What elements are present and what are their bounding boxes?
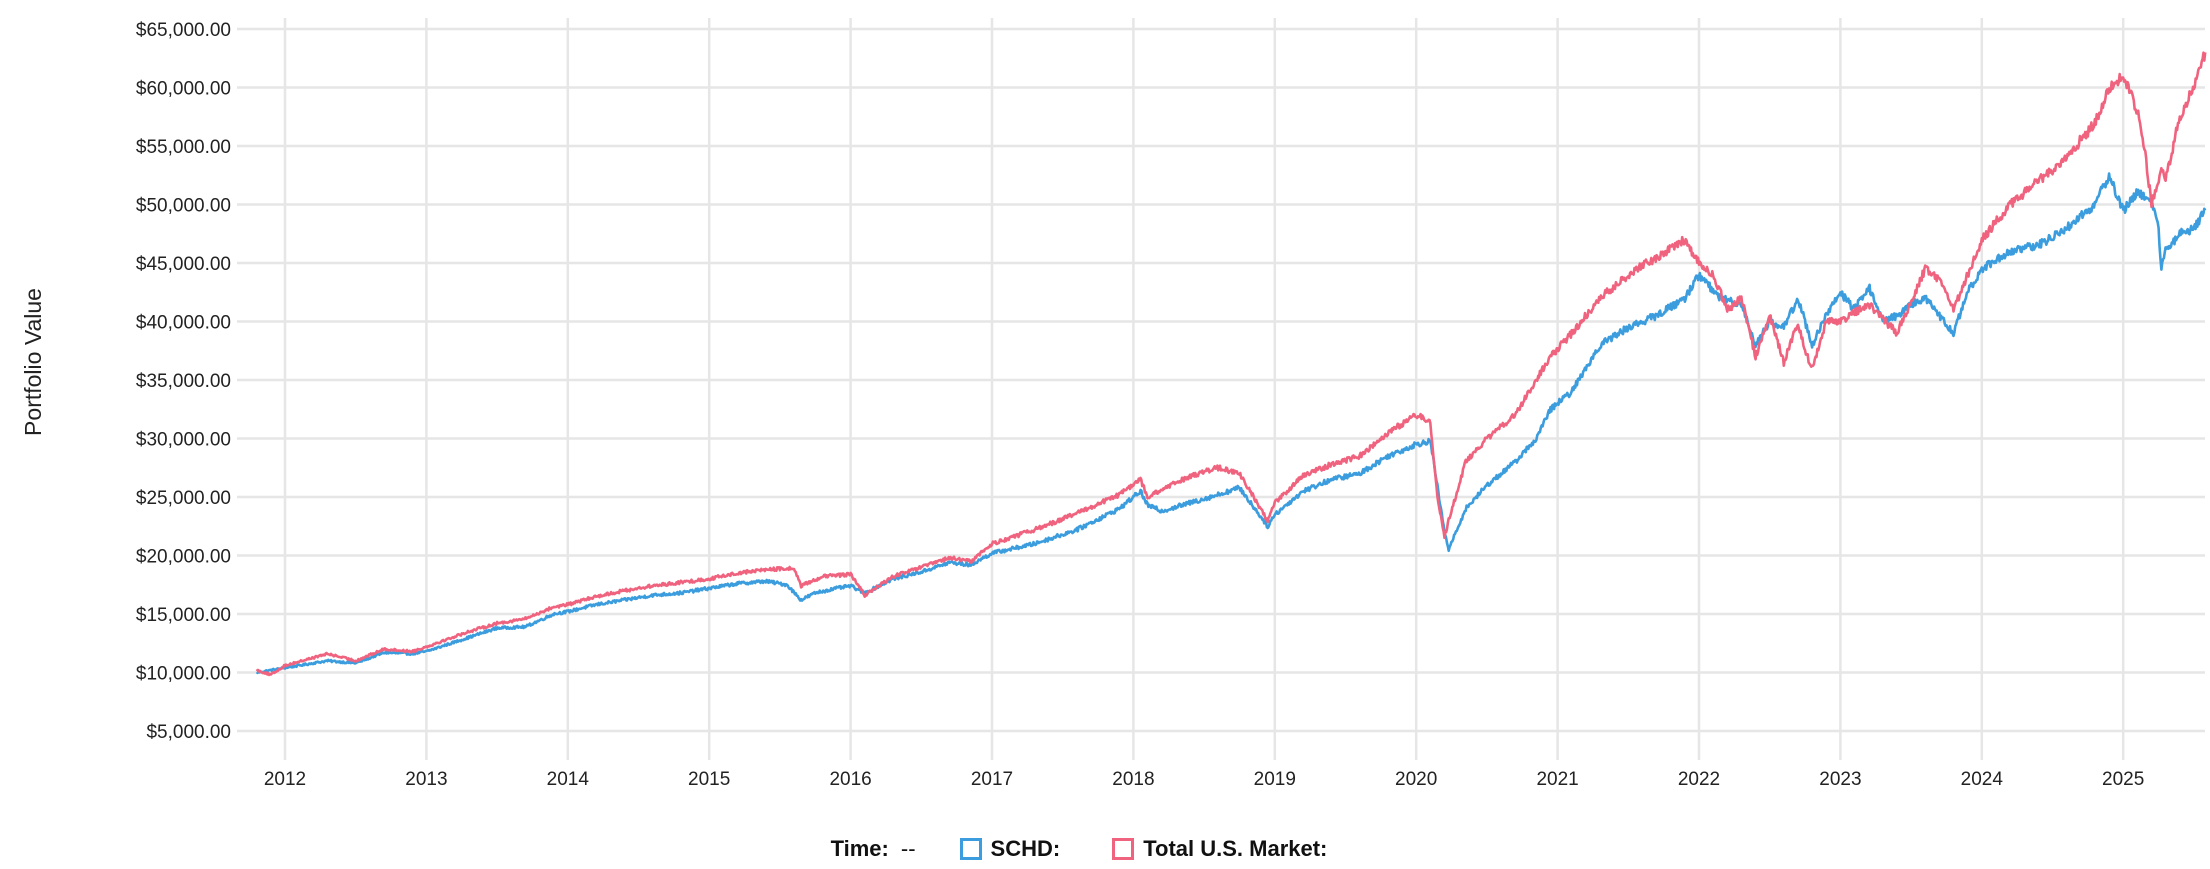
x-tick-label: 2013 xyxy=(405,769,447,790)
y-tick-label: $10,000.00 xyxy=(136,664,231,685)
gridlines xyxy=(237,18,2205,760)
x-tick-label: 2012 xyxy=(264,769,306,790)
y-axis-ticks: $5,000.00 $10,000.00 $15,000.00 $20,000.00 $… xyxy=(136,20,231,743)
y-tick-label: $5,000.00 xyxy=(146,722,231,743)
x-tick-label: 2018 xyxy=(1112,769,1154,790)
x-tick-label: 2015 xyxy=(688,769,730,790)
x-tick-label: 2023 xyxy=(1819,769,1861,790)
x-tick-label: 2021 xyxy=(1536,769,1578,790)
y-tick-label: $60,000.00 xyxy=(136,79,231,100)
legend-label-total-us-market: Total U.S. Market: xyxy=(1143,836,1328,861)
x-tick-label: 2014 xyxy=(547,769,590,790)
x-tick-label: 2017 xyxy=(971,769,1013,790)
y-axis-title: Portfolio Value xyxy=(20,288,46,436)
legend-time-value: -- xyxy=(900,836,916,861)
y-tick-label: $45,000.00 xyxy=(136,254,231,275)
y-tick-label: $40,000.00 xyxy=(136,313,231,334)
series-line-total-us-market[interactable] xyxy=(255,51,2207,677)
legend-time-label: Time: xyxy=(830,836,889,861)
x-axis-ticks: 2012 2013 2014 2015 2016 2017 2018 2019 2020 2021… xyxy=(264,769,2144,790)
legend: Time: -- SCHD: Total U.S. Market: xyxy=(0,836,2210,862)
legend-item-schd[interactable]: SCHD: xyxy=(959,836,1061,862)
y-tick-label: $35,000.00 xyxy=(136,371,231,392)
x-tick-label: 2016 xyxy=(829,769,871,790)
legend-swatch-total-us-market xyxy=(1112,838,1135,860)
y-tick-label: $25,000.00 xyxy=(136,488,231,509)
y-tick-label: $30,000.00 xyxy=(136,430,231,451)
x-tick-label: 2019 xyxy=(1254,769,1296,790)
x-tick-label: 2022 xyxy=(1678,769,1720,790)
series-lines xyxy=(255,51,2207,677)
x-tick-label: 2025 xyxy=(2102,769,2144,790)
y-tick-label: $65,000.00 xyxy=(136,20,231,41)
x-tick-label: 2024 xyxy=(1961,769,2004,790)
legend-item-total-us-market[interactable]: Total U.S. Market: xyxy=(1112,836,1327,862)
y-tick-label: $50,000.00 xyxy=(136,196,231,217)
legend-time: Time: -- xyxy=(831,836,916,862)
legend-label-schd: SCHD: xyxy=(990,836,1061,861)
x-tick-label: 2020 xyxy=(1395,769,1437,790)
y-tick-label: $55,000.00 xyxy=(136,137,231,158)
y-tick-label: $20,000.00 xyxy=(136,547,231,568)
series-line-schd[interactable] xyxy=(255,172,2207,675)
legend-swatch-schd xyxy=(959,838,982,860)
y-tick-label: $15,000.00 xyxy=(136,605,231,626)
